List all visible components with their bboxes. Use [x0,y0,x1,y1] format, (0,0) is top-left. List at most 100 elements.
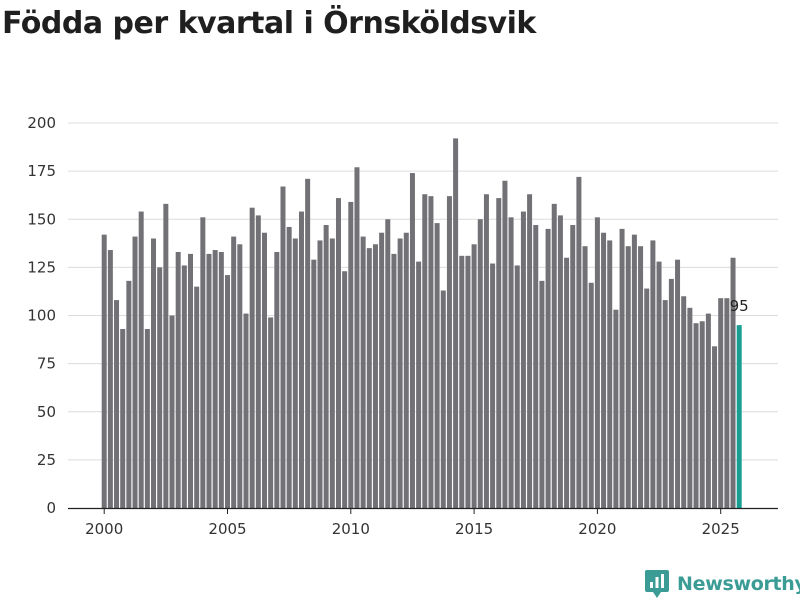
bar [132,236,138,508]
bar [323,225,329,508]
bar [311,259,317,508]
y-tick-label: 25 [37,451,56,469]
bar [668,278,674,508]
bar [206,253,212,508]
bar [305,178,311,508]
bar [539,280,545,508]
bar [280,186,286,508]
newsworthy-logo: Newsworthy [644,569,800,599]
bar [576,176,582,508]
bar [453,138,459,508]
x-tick-label: 2010 [332,520,370,538]
bar [693,323,699,508]
bar [594,217,600,508]
bar [157,267,163,509]
bar [619,228,625,509]
y-tick-label: 75 [37,355,56,373]
bar [292,238,298,508]
bar [631,234,637,508]
x-tick-label: 2000 [85,520,123,538]
data-label: 95 [730,297,749,315]
bar [650,240,656,508]
bar [200,217,206,508]
bar [564,257,570,508]
bar [169,315,175,508]
x-tick-label: 2015 [455,520,493,538]
bar [120,328,126,508]
bar [114,300,120,508]
bar [379,232,385,509]
bar [255,215,261,508]
x-axis-tick-labels: 2000 2005 2010 2015 2020 2025 [85,509,740,538]
bar [225,275,230,508]
bar [502,180,508,508]
bar [490,263,496,508]
bar [181,265,187,508]
y-tick-label: 50 [37,403,56,421]
y-tick-label: 0 [46,499,56,517]
bar [644,288,650,508]
bar [212,250,218,509]
y-tick-label: 125 [27,258,56,276]
y-axis-tick-labels: 0 25 50 75 100 125 150 175 200 [27,114,56,517]
bar [354,167,360,508]
bar [231,236,237,508]
bar [126,280,132,508]
bar [416,261,422,508]
bar [428,196,434,508]
bar [249,207,255,508]
data-labels: 95 [730,297,749,315]
chart-title: Födda per kvartal i Örnsköldsvik [2,6,536,41]
bar [607,240,613,508]
y-tick-label: 100 [27,307,56,325]
bar [675,259,681,508]
bar [261,232,267,509]
bar [391,253,397,508]
bar [175,251,181,508]
bar [601,232,607,509]
bar [557,215,563,508]
bar [570,225,576,508]
bar [194,286,200,509]
bar [520,211,526,509]
x-tick-label: 2025 [702,520,740,538]
newsworthy-logo-icon [645,570,669,598]
bar [724,298,730,508]
bar [588,282,594,508]
bar [107,250,113,509]
bar [366,248,372,509]
bar [372,244,378,508]
bar [188,253,194,508]
bar [360,236,366,508]
bar [681,296,687,508]
bar [101,234,107,508]
bar [718,298,724,508]
bar [459,255,465,508]
bar [483,194,489,509]
bar [625,246,631,508]
y-tick-label: 150 [27,210,56,228]
bar [243,313,249,508]
x-tick-label: 2020 [578,520,616,538]
bar [705,313,711,508]
bar [335,198,341,508]
bar [545,228,551,509]
brand-name: Newsworthy [677,573,800,595]
bar [730,257,736,508]
x-tick-label: 2005 [208,520,246,538]
bar [712,346,718,508]
bar [286,226,292,508]
bar [434,223,440,508]
bar [533,225,539,508]
bar [477,219,483,508]
bar [422,194,428,509]
bar-highlight [736,325,742,509]
bar [151,238,157,508]
bar [471,244,477,508]
bar [638,246,644,508]
bar [397,238,403,508]
bar [613,309,619,508]
bar [527,194,533,509]
bar [465,255,471,508]
y-tick-label: 175 [27,162,56,180]
